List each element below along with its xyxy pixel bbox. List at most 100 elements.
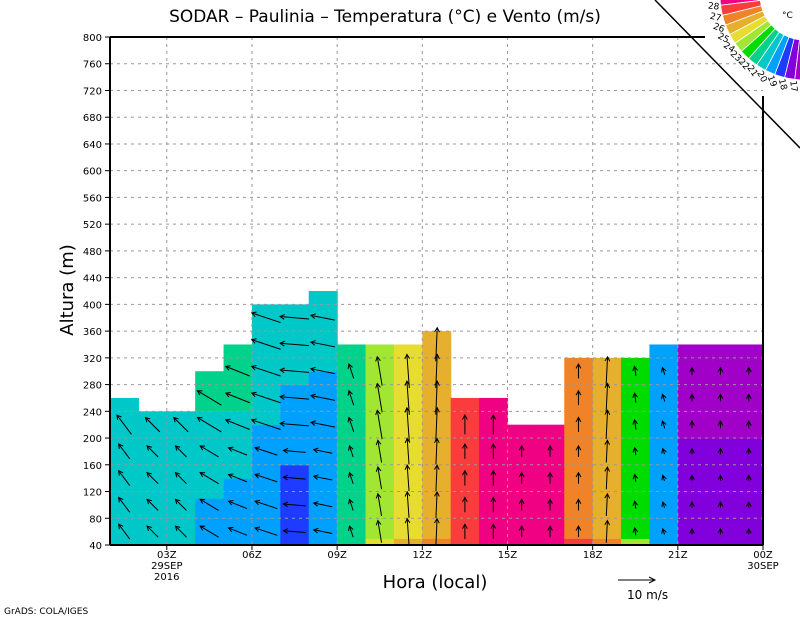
wind-arrow: [348, 471, 354, 484]
temperature-cell: [337, 458, 367, 466]
temperature-cell: [195, 384, 225, 392]
temperature-cell: [479, 464, 509, 473]
x-tick-label: 09Z: [327, 550, 347, 561]
temperature-cell: [251, 317, 281, 326]
wind-arrow: [254, 526, 278, 536]
temperature-cell: [138, 411, 196, 419]
wind-arrow: [689, 393, 695, 402]
wind-arrow: [116, 414, 132, 435]
temperature-cell: [308, 357, 338, 366]
temperature-cell: [337, 464, 367, 473]
temperature-cell: [251, 391, 281, 399]
temperature-cell: [308, 404, 338, 412]
wind-arrow: [745, 447, 752, 455]
temperature-cell: [308, 371, 338, 379]
temperature-cell: [337, 384, 367, 392]
wind-arrow: [490, 442, 497, 459]
y-axis-label: Altura (m): [57, 244, 78, 336]
wind-arrow: [490, 496, 497, 513]
temperature-cell: [280, 471, 310, 479]
wind-arrow: [632, 392, 638, 403]
temperature-cell: [223, 351, 253, 359]
temperature-cell: [677, 371, 764, 379]
temperature-cell: [195, 451, 225, 459]
wind-arrow: [518, 525, 525, 538]
temperature-cell: [223, 478, 253, 486]
temperature-cell: [195, 377, 225, 386]
temperature-cell: [308, 498, 338, 506]
temperature-cell: [280, 404, 310, 412]
temperature-cell: [337, 344, 367, 352]
temperature-cell: [592, 538, 622, 546]
temperature-cell: [110, 431, 139, 439]
temperature-cell: [649, 491, 679, 499]
temperature-cell: [251, 438, 281, 446]
temperature-cell: [649, 431, 679, 439]
temperature-cell: [365, 498, 395, 506]
temperature-cell: [223, 484, 253, 493]
wind-arrow: [604, 519, 611, 543]
footer-credit: GrADS: COLA/IGES: [4, 607, 88, 617]
temperature-cell: [223, 397, 253, 406]
temperature-cell: [280, 337, 310, 346]
temperature-cell: [138, 424, 196, 432]
temperature-cell: [308, 444, 338, 453]
temperature-cell: [223, 524, 253, 533]
temperature-cell: [195, 538, 225, 546]
wind-arrow: [575, 444, 582, 457]
wind-arrow: [254, 499, 278, 510]
temperature-cell: [649, 471, 679, 479]
temperature-cell: [564, 357, 594, 366]
temperature-cell: [649, 511, 679, 519]
temperature-cell: [365, 511, 395, 519]
y-tick-label: 760: [83, 60, 102, 71]
wind-arrow: [717, 474, 724, 481]
wind-arrow: [632, 473, 639, 482]
x-tick-label: 12Z: [413, 550, 433, 561]
temperature-cell: [564, 458, 594, 466]
wind-arrow: [146, 525, 159, 538]
temperature-cell: [223, 344, 253, 352]
temperature-cell: [535, 431, 565, 439]
colorbar-unit: °C: [782, 11, 793, 21]
temperature-cell: [621, 538, 651, 546]
temperature-cell: [535, 538, 565, 546]
temperature-cell: [393, 351, 423, 359]
wind-arrow: [632, 418, 638, 430]
wind-arrow: [279, 367, 310, 374]
plot-frame: [109, 0, 800, 546]
temperature-cell: [195, 444, 225, 453]
wind-arrow: [717, 393, 724, 402]
temperature-cell: [450, 484, 480, 493]
temperature-cell: [677, 484, 764, 493]
temperature-cell: [479, 484, 509, 493]
temperature-cell: [223, 491, 253, 499]
wind-arrow: [227, 473, 248, 483]
wind-arrow: [199, 445, 219, 458]
temperature-cell: [677, 424, 764, 432]
temperature-cell: [308, 531, 338, 539]
y-tick-label: 400: [83, 300, 102, 311]
wind-arrow: [462, 496, 468, 513]
temperature-cell: [138, 431, 196, 439]
temperature-cell: [195, 431, 225, 439]
temperature-cell: [308, 424, 338, 432]
temperature-cell: [337, 518, 367, 526]
temperature-cell: [223, 377, 253, 386]
temperature-cell: [677, 357, 764, 366]
temperature-cell: [308, 297, 338, 305]
temperature-cell: [195, 411, 225, 419]
temperature-cell: [280, 438, 310, 446]
temperature-cell: [251, 498, 281, 506]
temperature-cell: [223, 424, 253, 432]
temperature-cell: [649, 438, 679, 446]
wind-arrow: [199, 472, 219, 485]
temperature-cell: [251, 404, 281, 412]
temperature-cell: [308, 538, 338, 546]
y-tick-label: 240: [83, 407, 102, 418]
wind-arrow: [312, 527, 333, 534]
temperature-cell: [195, 491, 225, 499]
wind-arrow: [462, 469, 468, 486]
temperature-cell: [649, 484, 679, 493]
x-tick-label: 15Z: [498, 550, 518, 561]
